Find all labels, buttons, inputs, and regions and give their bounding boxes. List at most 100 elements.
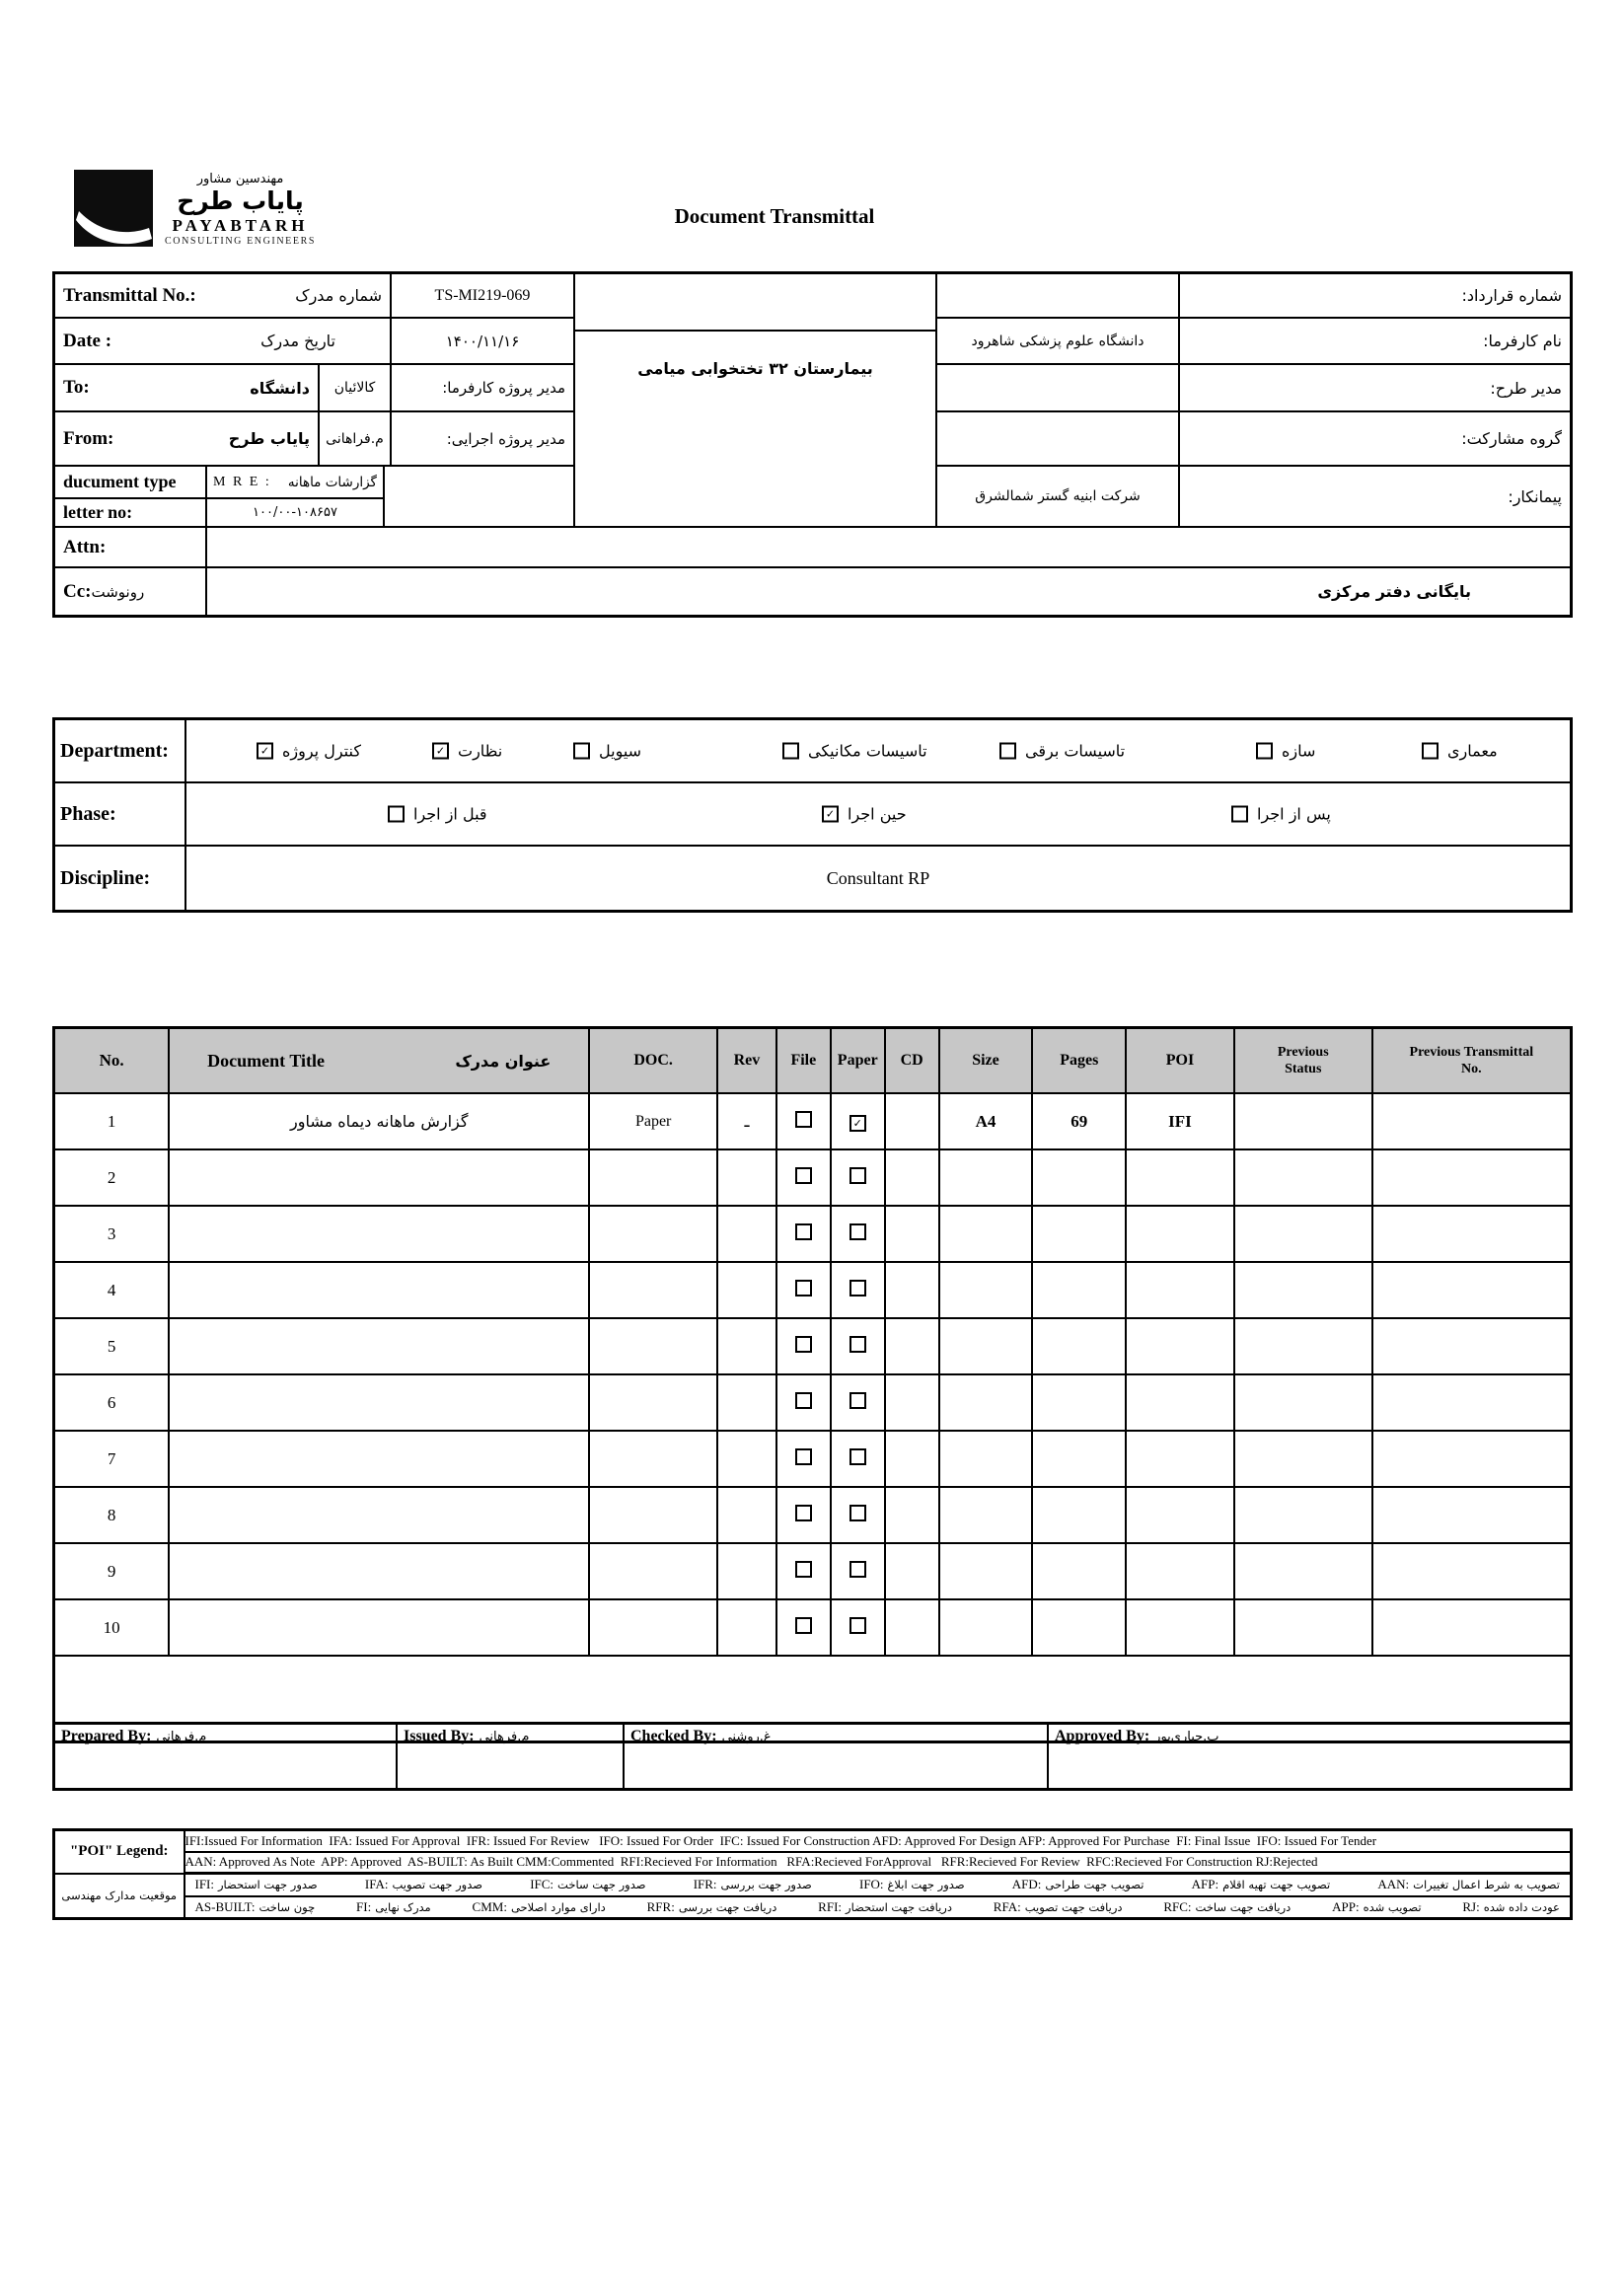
cd-cell xyxy=(883,1598,940,1657)
department-checkbox[interactable] xyxy=(782,742,799,760)
file-checkbox[interactable] xyxy=(794,1504,812,1521)
paper-checkbox[interactable] xyxy=(849,1447,866,1465)
size-cell xyxy=(937,1205,1034,1263)
file-cell xyxy=(775,1205,832,1263)
legend-fa-row-2: AS-BUILT: چون ساخت FI: مدرک نهایی CMM: دارای … xyxy=(54,1894,1573,1920)
file-checkbox[interactable] xyxy=(794,1279,812,1296)
legend-item-abbr: RJ: xyxy=(1462,1898,1480,1914)
previous-transmittal-cell xyxy=(1370,1486,1573,1544)
project-name: بیمارستان ۳۲ تختخوابی میامی xyxy=(637,359,873,378)
document-title-cell xyxy=(168,1430,591,1488)
paper-cell xyxy=(829,1430,886,1488)
department-checkbox[interactable] xyxy=(1422,742,1439,760)
legend-item-abbr: IFA: xyxy=(364,1877,389,1892)
department-row: Department: ✓ کنترل پروژه ✓ نظارت سیویل تاسیس… xyxy=(55,720,1570,783)
phase-option[interactable]: ✓ حین اجرا xyxy=(822,805,907,824)
department-option-label: کنترل پروژه xyxy=(282,741,361,761)
check-mark: ✓ xyxy=(259,744,270,758)
paper-checkbox[interactable] xyxy=(849,1335,866,1353)
design-manager-label: مدیر طرح: xyxy=(1180,365,1570,412)
department-option[interactable]: معماری xyxy=(1422,742,1498,761)
to-person-cell: کالائیان xyxy=(320,365,392,412)
file-checkbox[interactable] xyxy=(794,1616,812,1634)
file-checkbox[interactable] xyxy=(794,1560,812,1578)
file-checkbox[interactable] xyxy=(794,1391,812,1409)
rev-cell xyxy=(716,1598,777,1657)
doc-type-cell xyxy=(588,1148,718,1207)
legend-item-abbr: IFI: xyxy=(194,1877,215,1892)
row-number-cell: 8 xyxy=(52,1486,171,1544)
row-number-cell: 5 xyxy=(52,1317,171,1375)
paper-checkbox[interactable] xyxy=(849,1222,866,1240)
paper-cell xyxy=(829,1486,886,1544)
col-previous-transmittal: Previous Transmittal No. xyxy=(1370,1026,1573,1094)
phase-checkbox[interactable] xyxy=(1231,805,1248,823)
pages-cell xyxy=(1031,1317,1128,1375)
department-option[interactable]: سیویل xyxy=(573,742,641,761)
legend-item-abbr: RFR: xyxy=(646,1898,675,1914)
file-checkbox[interactable] xyxy=(794,1166,812,1184)
phase-option[interactable]: پس از اجرا xyxy=(1231,805,1331,824)
header-left-group: Transmittal No.: شماره مدرک TS-MI219-069… xyxy=(55,274,573,528)
department-checkbox[interactable]: ✓ xyxy=(257,742,273,760)
attn-label-cell: Attn: xyxy=(55,528,207,568)
department-option[interactable]: ✓ نظارت xyxy=(432,742,502,761)
rev-cell xyxy=(716,1261,777,1319)
file-checkbox[interactable] xyxy=(794,1447,812,1465)
paper-checkbox[interactable]: ✓ xyxy=(849,1114,866,1132)
department-checkbox[interactable] xyxy=(573,742,590,760)
rev-cell: ـ xyxy=(716,1092,777,1150)
legend-item: AAN: تصویب به شرط اعمال تغییرات xyxy=(1377,1877,1560,1892)
row-number-cell: 6 xyxy=(52,1373,171,1432)
doc-type-cell xyxy=(588,1430,718,1488)
department-checkbox[interactable]: ✓ xyxy=(432,742,449,760)
legend-item-abbr: IFR: xyxy=(693,1877,717,1892)
document-row: 7 xyxy=(52,1430,1573,1488)
previous-status-cell xyxy=(1232,1317,1373,1375)
transmittal-no-value: TS-MI219-069 xyxy=(392,274,573,319)
pages-cell xyxy=(1031,1598,1128,1657)
size-cell xyxy=(937,1148,1034,1207)
paper-checkbox[interactable] xyxy=(849,1279,866,1296)
department-checkbox[interactable] xyxy=(999,742,1016,760)
cc-value: بایگانی دفتر مرکزی xyxy=(1317,582,1471,601)
previous-status-cell xyxy=(1232,1598,1373,1657)
phase-option-label: پس از اجرا xyxy=(1257,804,1331,824)
phase-options: قبل از اجرا ✓ حین اجرا پس از اجرا xyxy=(186,783,1570,847)
size-cell xyxy=(937,1261,1034,1319)
phase-checkbox[interactable]: ✓ xyxy=(822,805,839,823)
department-option[interactable]: سازه xyxy=(1256,742,1315,761)
to-cell: To: دانشگاه xyxy=(55,365,320,412)
file-checkbox[interactable] xyxy=(794,1110,812,1128)
rev-cell xyxy=(716,1542,777,1600)
file-checkbox[interactable] xyxy=(794,1335,812,1353)
doctype-value-fa: گزارشات ماهانه xyxy=(287,474,377,490)
paper-checkbox[interactable] xyxy=(849,1391,866,1409)
department-option-label: سیویل xyxy=(599,741,642,761)
department-checkbox[interactable] xyxy=(1256,742,1273,760)
row-number-cell: 2 xyxy=(52,1148,171,1207)
previous-status-cell xyxy=(1232,1261,1373,1319)
document-row: 3 xyxy=(52,1205,1573,1263)
paper-checkbox[interactable] xyxy=(849,1616,866,1634)
paper-checkbox[interactable] xyxy=(849,1504,866,1521)
col-pages: Pages xyxy=(1031,1026,1128,1094)
department-option[interactable]: تاسیسات مکانیکی xyxy=(782,742,927,761)
document-title-cell xyxy=(168,1261,591,1319)
phase-option[interactable]: قبل از اجرا xyxy=(388,805,487,824)
transmittal-no-label-fa: شماره مدرک xyxy=(295,286,382,305)
documents-table: No. Document Title عنوان مدرک DOC. Rev F… xyxy=(52,1026,1573,1743)
legend-item-abbr: CMM: xyxy=(472,1898,507,1914)
department-option[interactable]: ✓ کنترل پروژه xyxy=(257,742,361,761)
department-option[interactable]: تاسیسات برقی xyxy=(999,742,1125,761)
file-cell xyxy=(775,1317,832,1375)
cd-cell xyxy=(883,1542,940,1600)
phase-checkbox[interactable] xyxy=(388,805,405,823)
logo-text: مهندسین مشاور پایاب طرح PAYABTARH CONSUL… xyxy=(165,172,316,247)
file-checkbox[interactable] xyxy=(794,1222,812,1240)
legend-item-text: صدور جهت استحضار xyxy=(218,1878,318,1892)
logo-en-name: PAYABTARH xyxy=(172,215,309,235)
contract-no-value xyxy=(937,274,1180,319)
paper-checkbox[interactable] xyxy=(849,1560,866,1578)
paper-checkbox[interactable] xyxy=(849,1166,866,1184)
